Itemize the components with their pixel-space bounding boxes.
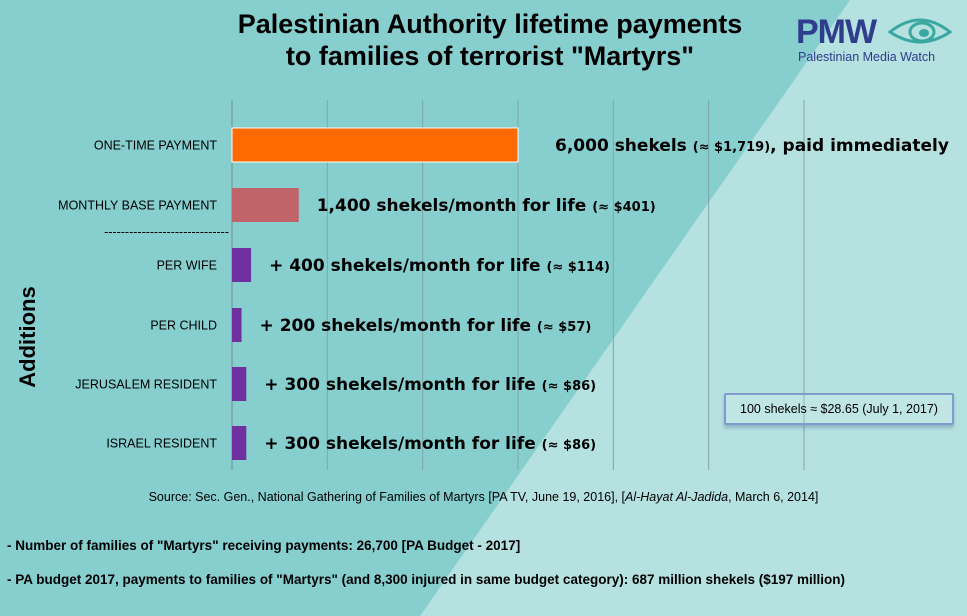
value-labels: 6,000 shekels (≈ $1,719), paid immediate… <box>260 136 949 454</box>
data-label-main: + 300 shekels/month for life <box>264 434 541 454</box>
data-label-tail: , paid immediately <box>770 136 949 156</box>
data-label-main: 1,400 shekels/month for life <box>317 196 593 216</box>
data-label: + 300 shekels/month for life (≈ $86) <box>264 375 596 395</box>
category-label: ONE-TIME PAYMENT <box>94 139 218 153</box>
data-label-usd: (≈ $86) <box>542 379 596 394</box>
bars <box>231 127 519 460</box>
source-italic: Al-Hayat Al-Jadida <box>625 490 729 504</box>
additions-separator: ------------------------------ <box>104 225 229 239</box>
data-label: 1,400 shekels/month for life (≈ $401) <box>317 196 656 216</box>
bar <box>232 188 299 222</box>
category-labels: ONE-TIME PAYMENT MONTHLY BASE PAYMENT PER … <box>58 139 217 451</box>
source-suffix: , March 6, 2014] <box>728 490 819 504</box>
data-label-main: + 200 shekels/month for life <box>260 316 537 336</box>
data-label-usd: (≈ $401) <box>592 200 655 215</box>
bar <box>231 127 519 163</box>
data-label-usd: (≈ $57) <box>537 320 591 335</box>
bar <box>232 426 247 460</box>
category-label: PER WIFE <box>157 259 217 273</box>
note-families: - Number of families of "Martyrs" receiv… <box>7 538 521 553</box>
bar <box>232 367 247 401</box>
data-label-main: + 300 shekels/month for life <box>264 375 541 395</box>
category-label: JERUSALEM RESIDENT <box>75 378 217 392</box>
source-line: Source: Sec. Gen., National Gathering of… <box>0 490 967 504</box>
chart-title: Palestinian Authority lifetime payments … <box>170 8 810 72</box>
data-label: + 200 shekels/month for life (≈ $57) <box>260 316 592 336</box>
data-label-usd: (≈ $86) <box>542 438 596 453</box>
source-prefix: Source: Sec. Gen., National Gathering of… <box>148 490 625 504</box>
data-label-usd: (≈ $114) <box>546 260 609 275</box>
data-label: + 400 shekels/month for life (≈ $114) <box>269 256 610 276</box>
note-budget: - PA budget 2017, payments to families o… <box>7 572 846 587</box>
category-label: ISRAEL RESIDENT <box>106 437 217 451</box>
bar <box>232 308 242 342</box>
pmw-logo: PMW Palestinian Media Watch <box>796 12 956 72</box>
title-line-2: to families of terrorist "Martyrs" <box>285 41 695 71</box>
eye-icon <box>888 18 952 44</box>
data-label-usd: (≈ $1,719) <box>693 140 770 155</box>
data-label-main: + 400 shekels/month for life <box>269 256 546 276</box>
data-label: + 300 shekels/month for life (≈ $86) <box>264 434 596 454</box>
title-line-1: Palestinian Authority lifetime payments <box>237 9 743 39</box>
data-label-main: 6,000 shekels <box>555 136 693 156</box>
conversion-note: 100 shekels ≈ $28.65 (July 1, 2017) <box>724 393 954 425</box>
data-label: 6,000 shekels (≈ $1,719), paid immediate… <box>555 136 949 156</box>
logo-subtitle: Palestinian Media Watch <box>798 50 936 64</box>
y-axis-label: Additions <box>15 286 40 387</box>
category-label: MONTHLY BASE PAYMENT <box>58 199 217 213</box>
bar <box>232 248 252 282</box>
logo-name: PMW <box>796 13 877 51</box>
category-label: PER CHILD <box>150 319 217 333</box>
